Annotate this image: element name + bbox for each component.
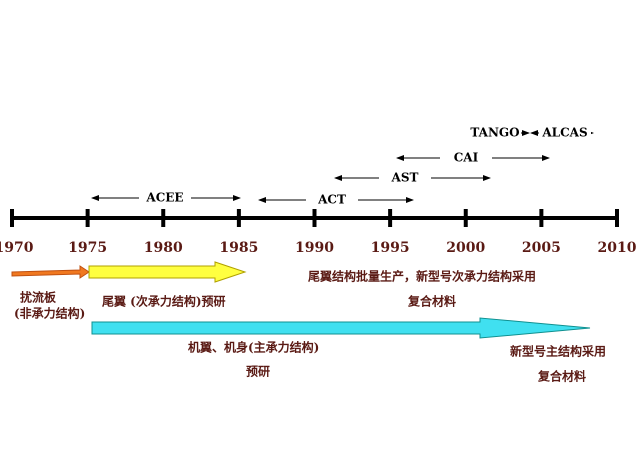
year-label: 1980 bbox=[144, 240, 183, 256]
label-bg bbox=[139, 190, 191, 206]
year-label: 2000 bbox=[446, 240, 485, 256]
year-label: 1975 bbox=[68, 240, 107, 256]
label-bg bbox=[469, 125, 521, 141]
note-label: 尾翼结构批量生产，新型号次承力结构采用 bbox=[308, 269, 536, 284]
phase-label: 预研 bbox=[246, 365, 270, 379]
label-bg bbox=[440, 150, 492, 166]
program-label: ACT bbox=[317, 193, 346, 207]
year-label: 2010 bbox=[598, 240, 637, 256]
program-label: CAI bbox=[454, 151, 479, 165]
year-label: 1985 bbox=[219, 240, 258, 256]
year-label: 1970 bbox=[0, 240, 34, 256]
phase-arrow bbox=[88, 261, 247, 283]
program-label: ALCAS bbox=[541, 126, 587, 140]
note-label: 复合材料 bbox=[407, 294, 456, 309]
program-label: AST bbox=[391, 171, 419, 185]
label-bg bbox=[306, 192, 358, 208]
phase-label: 机翼、机身(主承力结构) bbox=[188, 340, 319, 355]
year-label: 1990 bbox=[295, 240, 334, 256]
note-label: 复合材料 bbox=[537, 369, 586, 384]
year-label: 2005 bbox=[522, 240, 561, 256]
label-bg bbox=[539, 125, 591, 141]
label-bg bbox=[379, 170, 431, 186]
phase-label: 尾翼 (次承力结构)预研 bbox=[102, 294, 226, 309]
year-label: 1995 bbox=[371, 240, 410, 256]
program-label: TANGO bbox=[470, 126, 519, 140]
phase-label: (非承力结构) bbox=[14, 306, 85, 321]
phase-arrow bbox=[11, 265, 90, 279]
note-label: 新型号主结构采用 bbox=[510, 344, 606, 359]
program-label: ACEE bbox=[145, 191, 183, 205]
phase-label: 扰流板 bbox=[20, 290, 57, 305]
phase-arrow bbox=[91, 317, 591, 339]
